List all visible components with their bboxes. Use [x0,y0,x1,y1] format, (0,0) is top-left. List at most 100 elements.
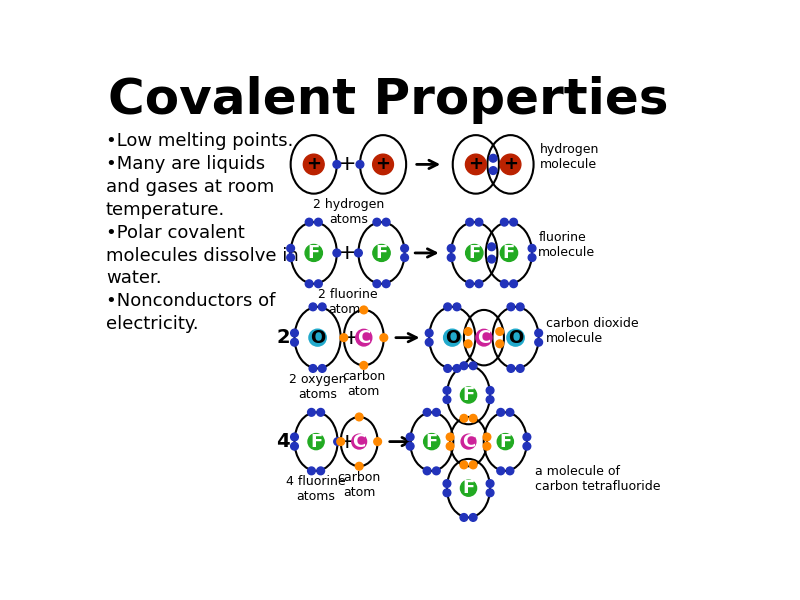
Circle shape [309,365,317,372]
Circle shape [314,218,322,226]
Text: 2 fluorine
atoms: 2 fluorine atoms [318,289,378,316]
Circle shape [453,365,461,372]
Text: F: F [462,386,474,404]
Circle shape [333,161,341,168]
Circle shape [486,386,494,394]
Circle shape [307,409,315,416]
Text: +: + [338,243,356,263]
Circle shape [460,362,468,370]
Circle shape [333,249,341,257]
Ellipse shape [500,154,521,175]
Circle shape [318,303,326,311]
Text: C: C [462,433,475,451]
Circle shape [460,514,468,521]
Circle shape [360,362,368,369]
Circle shape [464,328,472,335]
Circle shape [373,280,381,287]
Circle shape [382,218,390,226]
Text: +: + [468,155,483,173]
Circle shape [443,480,451,487]
Circle shape [307,467,315,475]
Text: carbon dioxide
molecule: carbon dioxide molecule [546,317,639,346]
Text: 2: 2 [276,328,290,347]
Text: F: F [310,433,322,451]
Ellipse shape [303,154,324,175]
Text: 2 hydrogen
atoms: 2 hydrogen atoms [313,198,384,226]
Circle shape [373,218,381,226]
Circle shape [466,280,474,287]
Circle shape [501,280,508,287]
Circle shape [535,329,542,337]
Ellipse shape [352,434,366,449]
Text: C: C [478,329,490,347]
Circle shape [460,461,468,469]
Circle shape [334,438,342,445]
Ellipse shape [476,329,492,346]
Circle shape [523,442,530,450]
Ellipse shape [444,329,461,346]
Text: O: O [508,329,523,347]
Circle shape [510,218,518,226]
Circle shape [528,254,536,262]
Circle shape [464,340,472,347]
Circle shape [443,396,451,403]
Circle shape [355,463,363,470]
Circle shape [447,244,455,252]
Circle shape [490,154,497,162]
Circle shape [290,338,298,346]
Text: 2 oxygen
atoms: 2 oxygen atoms [289,373,346,401]
Circle shape [475,218,482,226]
Circle shape [401,244,409,252]
Circle shape [535,338,542,346]
Circle shape [447,254,455,262]
Circle shape [486,480,494,487]
Text: +: + [375,155,390,173]
Circle shape [496,328,503,335]
Circle shape [423,467,431,475]
Text: 4: 4 [276,432,290,451]
Circle shape [506,409,514,416]
Circle shape [496,340,503,347]
Circle shape [488,255,495,263]
Circle shape [444,303,451,311]
Circle shape [433,467,440,475]
Circle shape [488,243,495,251]
Text: +: + [503,155,518,173]
Circle shape [337,438,345,445]
Circle shape [286,254,294,262]
Circle shape [306,218,313,226]
Text: O: O [310,329,326,347]
Circle shape [466,218,474,226]
Circle shape [340,334,348,341]
Ellipse shape [356,329,372,346]
Circle shape [507,303,514,311]
Circle shape [444,365,451,372]
Text: •Low melting points.
•Many are liquids
and gases at room
temperature.
•Polar cov: •Low melting points. •Many are liquids a… [106,132,298,333]
Circle shape [483,442,490,450]
Circle shape [506,467,514,475]
Text: F: F [308,244,320,262]
Text: O: O [445,329,460,347]
Text: hydrogen
molecule: hydrogen molecule [540,143,599,170]
Circle shape [516,365,524,372]
Text: +: + [338,431,356,452]
Circle shape [470,461,477,469]
Circle shape [317,409,325,416]
Circle shape [314,280,322,287]
Circle shape [470,415,477,422]
Circle shape [318,365,326,372]
Circle shape [510,280,518,287]
Circle shape [486,396,494,403]
Text: +: + [306,155,322,173]
Circle shape [501,218,508,226]
Circle shape [486,489,494,497]
Text: F: F [503,244,515,262]
Circle shape [443,489,451,497]
Circle shape [406,442,414,450]
Circle shape [433,409,440,416]
Circle shape [290,442,298,450]
Ellipse shape [309,329,326,346]
Circle shape [528,244,536,252]
Circle shape [354,249,362,257]
Text: +: + [338,154,356,175]
